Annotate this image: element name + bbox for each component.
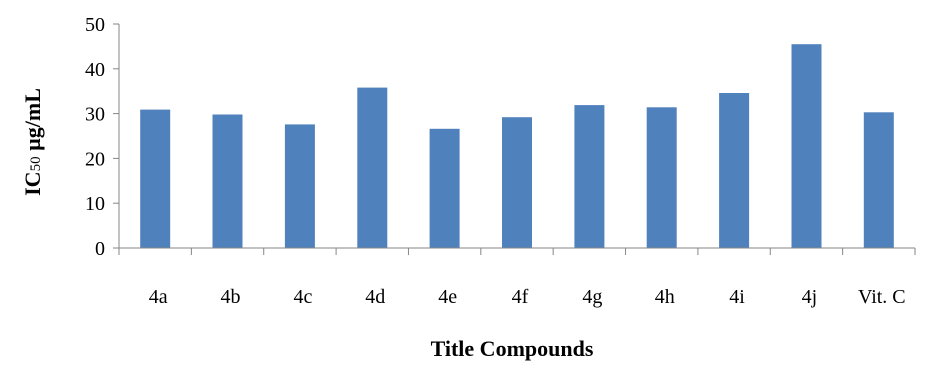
- x-tick-label: 4f: [512, 286, 529, 308]
- x-tick-labels: 4a 4b 4c 4d 4e 4f 4g 4h 4i 4j Vit. C: [149, 286, 906, 308]
- bar-4h: [646, 107, 677, 248]
- y-tick-label: 0: [95, 238, 105, 260]
- y-ticks: 0 10 20 30 40 50: [85, 14, 119, 260]
- y-tick-label: 10: [85, 193, 105, 215]
- bar-4g: [574, 105, 605, 248]
- x-tick-label: 4b: [221, 286, 241, 308]
- x-tick-label: Vit. C: [858, 286, 906, 308]
- bar-vit-c: [863, 112, 894, 248]
- y-tick-label: 20: [85, 148, 105, 170]
- y-tick-label: 40: [85, 59, 105, 81]
- axes-layer: [118, 24, 915, 249]
- bar-4c: [284, 124, 315, 248]
- bar-4d: [357, 87, 388, 248]
- x-tick-label: 4h: [655, 286, 675, 308]
- bar-4i: [719, 93, 750, 248]
- y-axis-title-prefix: IC: [20, 171, 45, 195]
- y-axis-title: IC50 µg/mL: [20, 88, 45, 196]
- x-axis-title: Title Compounds: [431, 336, 594, 361]
- x-tick-label: 4c: [293, 286, 312, 308]
- bar-4f: [502, 117, 532, 248]
- x-ticks: [118, 248, 916, 255]
- bar-4b: [212, 114, 243, 248]
- bar-4j: [791, 44, 822, 249]
- x-tick-label: 4j: [802, 286, 818, 308]
- x-tick-label: 4d: [365, 286, 385, 308]
- y-tick-label: 50: [85, 14, 105, 36]
- x-tick-label: 4i: [729, 286, 745, 308]
- y-axis-title-suffix: µg/mL: [20, 88, 45, 156]
- y-tick-label: 30: [85, 104, 105, 126]
- x-tick-label: 4e: [438, 286, 457, 308]
- y-axis-title-subscript: 50: [28, 156, 44, 171]
- bars-layer: [140, 44, 894, 249]
- x-tick-label: 4a: [149, 286, 168, 308]
- x-tick-label: 4g: [582, 286, 602, 308]
- bar-4a: [140, 109, 171, 248]
- bar-4e: [429, 128, 460, 248]
